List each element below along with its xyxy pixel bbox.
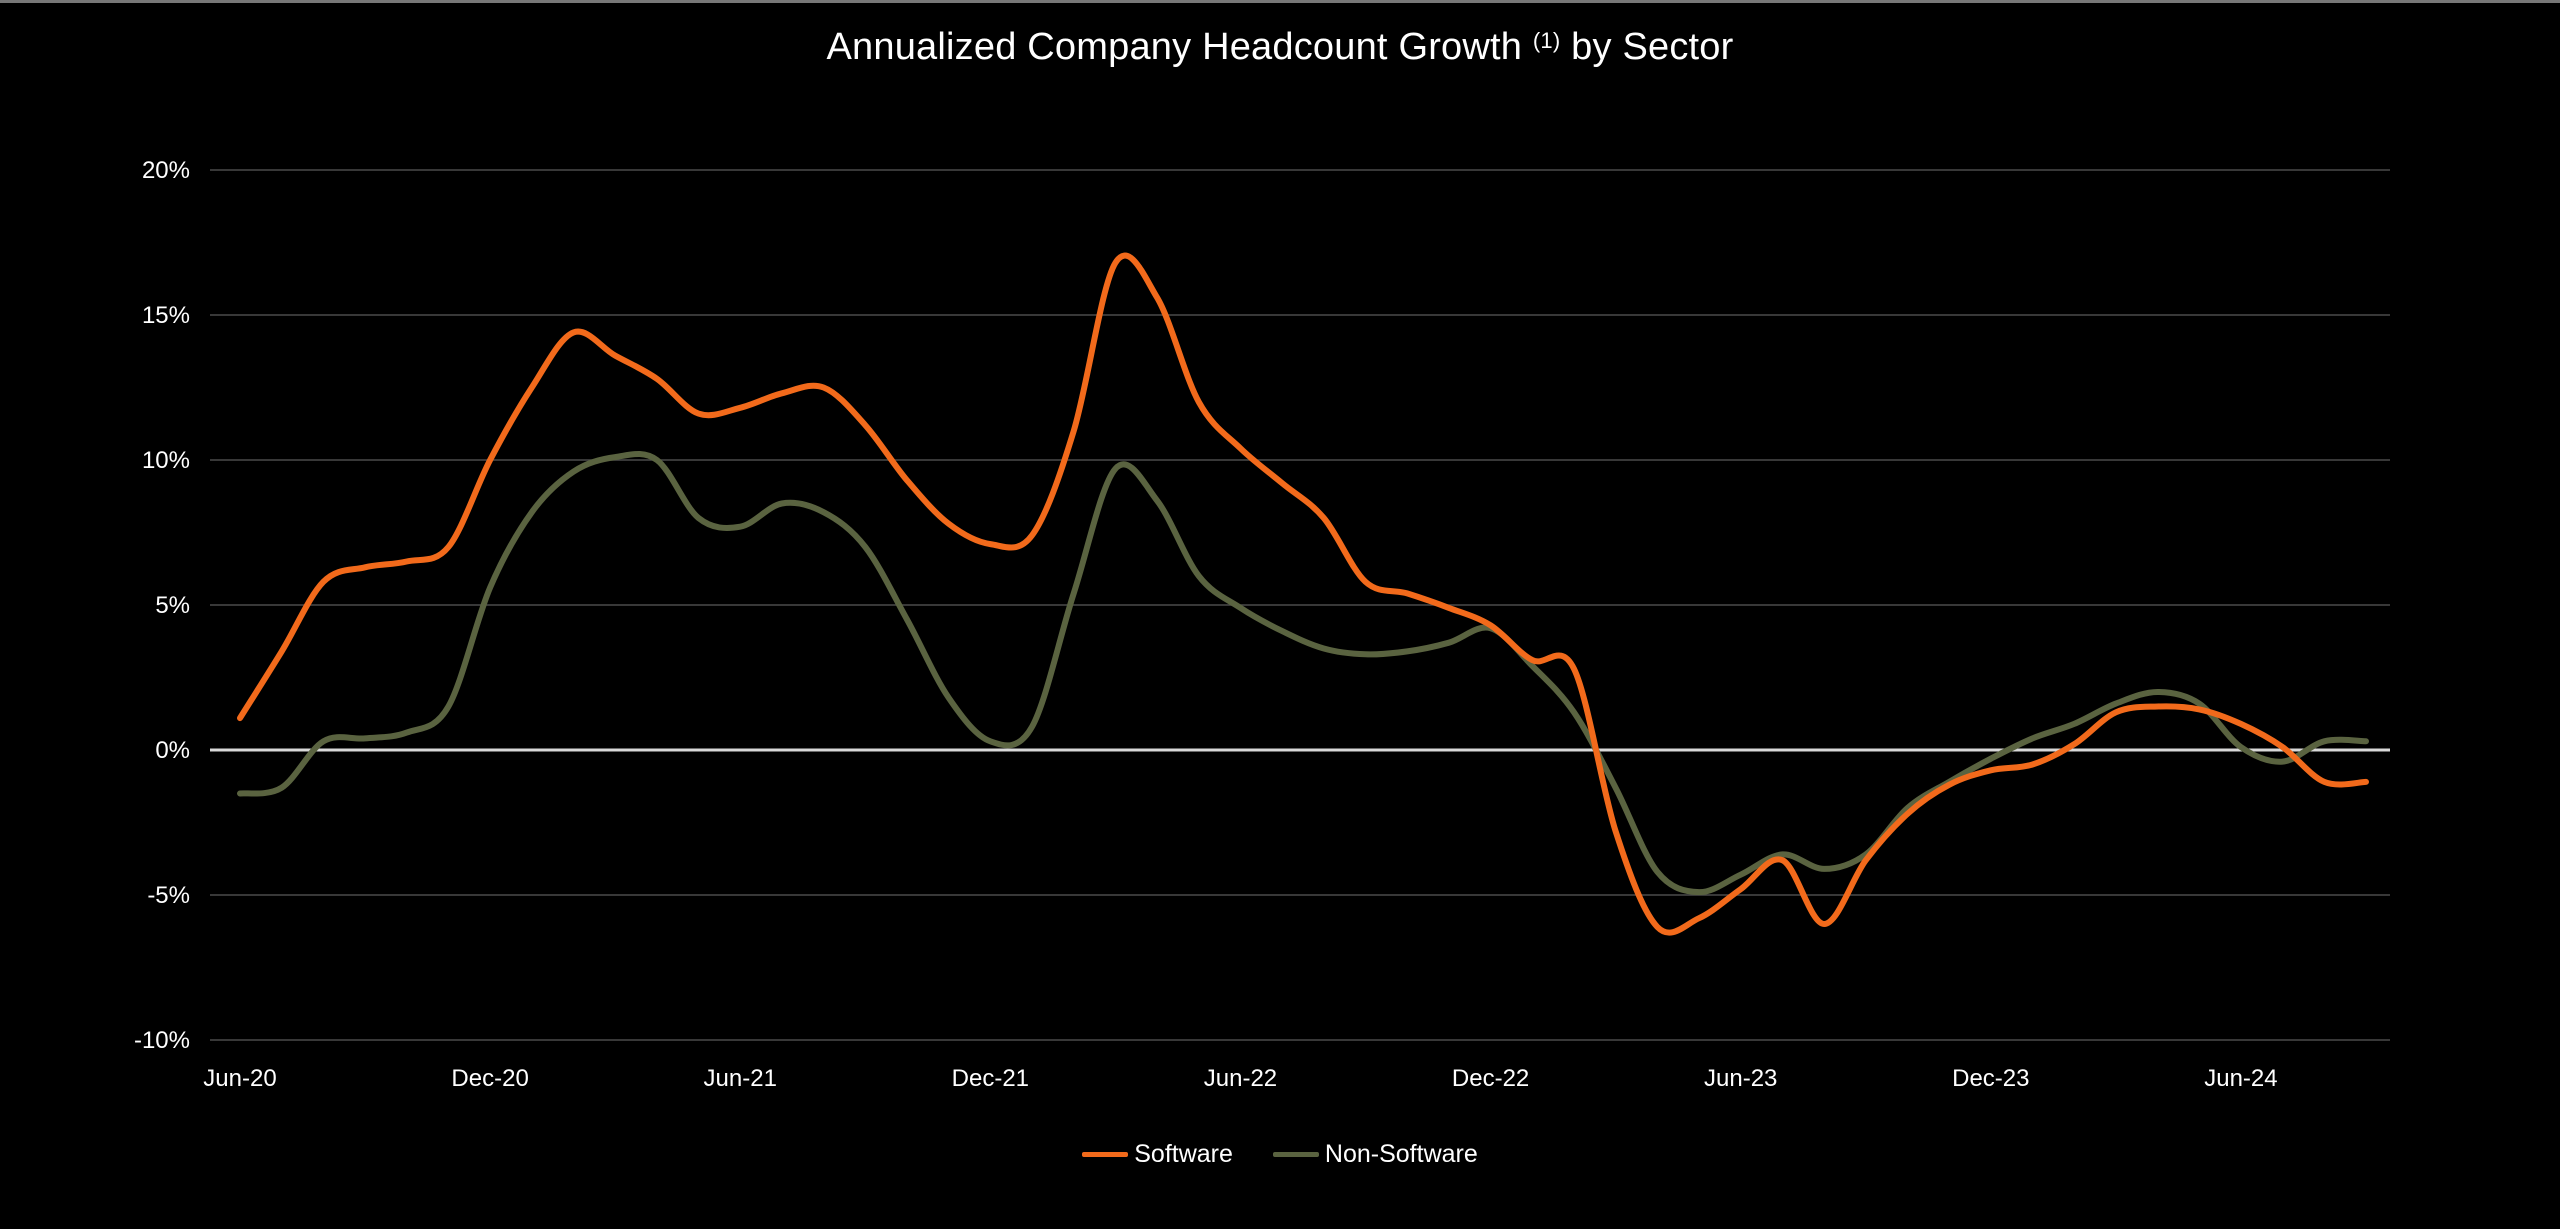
legend: Software Non-Software — [0, 1140, 2560, 1169]
y-tick-label: 5% — [155, 592, 190, 619]
legend-item-non-software[interactable]: Non-Software — [1272, 1140, 1478, 1169]
chart-title-suffix: by Sector — [1571, 26, 1734, 68]
chart-title-footnote-mark: (1) — [1532, 28, 1561, 53]
x-tick-label: Dec-23 — [1952, 1065, 2029, 1092]
legend-swatch-software — [1082, 1152, 1129, 1157]
x-axis-tick-labels: Jun-20 Dec-20 Jun-21 Dec-21 Jun-22 Dec-22 Jun-… — [203, 1065, 2277, 1092]
chart-title: Annualized Company Headcount Growth (1) … — [0, 26, 2560, 69]
x-tick-label: Jun-23 — [1704, 1065, 1777, 1092]
y-tick-label: -10% — [134, 1027, 190, 1054]
gridlines — [210, 169, 2390, 1041]
x-tick-label: Jun-21 — [704, 1065, 777, 1092]
x-tick-label: Jun-20 — [203, 1065, 276, 1092]
x-tick-label: Jun-22 — [1204, 1065, 1277, 1092]
y-tick-label: 15% — [142, 302, 190, 329]
y-tick-label: 0% — [155, 737, 190, 764]
legend-label-non-software: Non-Software — [1324, 1140, 1478, 1168]
series-lines — [237, 252, 2369, 936]
y-tick-label: -5% — [147, 882, 190, 909]
series-line-non-software — [237, 451, 2369, 896]
legend-item-software[interactable]: Software — [1082, 1140, 1233, 1169]
x-tick-label: Jun-24 — [2204, 1065, 2277, 1092]
y-tick-label: 10% — [142, 447, 190, 474]
x-tick-label: Dec-21 — [952, 1065, 1029, 1092]
x-tick-label: Dec-20 — [451, 1065, 528, 1092]
y-axis-tick-labels: 20% 15% 10% 5% 0% -5% -10% — [134, 157, 190, 1054]
legend-label-software: Software — [1134, 1140, 1233, 1168]
legend-swatch-non-software — [1272, 1152, 1319, 1157]
top-rule — [0, 0, 2560, 3]
chart-title-text: Annualized Company Headcount Growth — [826, 26, 1523, 68]
series-line-software — [237, 252, 2369, 936]
y-tick-label: 20% — [142, 157, 190, 184]
x-tick-label: Dec-22 — [1452, 1065, 1529, 1092]
